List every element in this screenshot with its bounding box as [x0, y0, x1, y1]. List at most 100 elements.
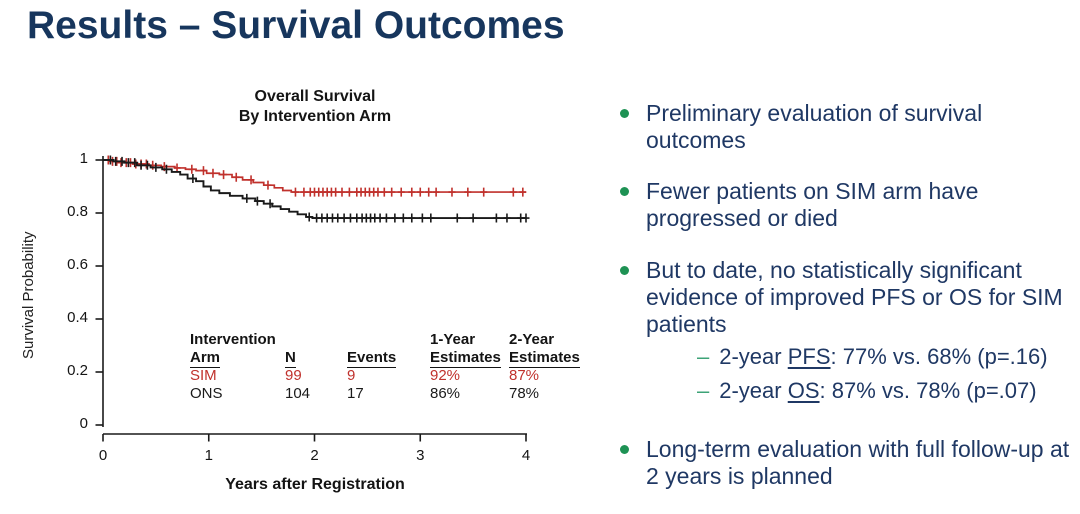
- censor-mark: [480, 187, 488, 197]
- censor-mark: [300, 187, 308, 197]
- censor-mark: [340, 213, 348, 223]
- y-tick-label: 0.4: [67, 309, 88, 326]
- censor-mark: [338, 187, 346, 197]
- censor-mark: [397, 187, 405, 197]
- censor-mark: [209, 168, 217, 178]
- censor-mark: [346, 213, 354, 223]
- ons-arm: ONS: [190, 385, 223, 402]
- censor-mark: [124, 158, 132, 168]
- y-tick-label: 0.8: [67, 203, 88, 220]
- censor-mark: [453, 213, 461, 223]
- censor-mark: [112, 156, 120, 166]
- censor-mark: [334, 213, 342, 223]
- list-item: Fewer patients on SIM arm have progresse…: [611, 178, 1080, 232]
- header-2year: 2-Year: [509, 331, 555, 348]
- x-tick-label: 0: [98, 447, 108, 464]
- dash-icon: –: [697, 377, 710, 403]
- censor-mark: [391, 213, 399, 223]
- y-tick-label: 1: [79, 150, 88, 167]
- list-item: Preliminary evaluation of survival outco…: [611, 100, 1080, 154]
- x-tick-label: 3: [416, 447, 425, 464]
- censor-mark: [399, 213, 407, 223]
- censor-mark: [247, 175, 255, 185]
- censor-mark: [448, 187, 456, 197]
- bullet-text: Fewer patients on SIM arm have progresse…: [646, 178, 979, 232]
- censor-mark: [143, 160, 151, 170]
- chart-title: Overall Survival By Intervention Arm: [103, 87, 527, 127]
- table-row-ons: ONS 104 17 86% 78%: [190, 385, 601, 403]
- list-item: Long-term evaluation with full follow-up…: [611, 436, 1080, 490]
- list-item: But to date, no statistically significan…: [611, 257, 1080, 412]
- censor-mark: [266, 199, 274, 209]
- sim-events: 9: [347, 367, 356, 384]
- header-1year: 1-Year: [430, 331, 476, 348]
- censor-mark: [408, 213, 416, 223]
- censor-mark: [380, 187, 388, 197]
- sim-n: 99: [285, 367, 302, 384]
- chart-title-line2: By Intervention Arm: [238, 108, 392, 125]
- bullet-icon: [620, 187, 629, 197]
- censor-mark: [522, 213, 530, 223]
- censor-mark: [152, 162, 160, 172]
- censor-mark: [142, 159, 150, 169]
- header-estimates-1: Estimates: [430, 349, 501, 368]
- x-tick-label: 2: [310, 447, 319, 464]
- ons-n: 104: [285, 385, 311, 402]
- bullet-text: But to date, no statistically significan…: [646, 256, 1063, 337]
- bullet-icon: [620, 109, 629, 118]
- censor-mark: [509, 187, 517, 197]
- censor-mark: [388, 187, 396, 197]
- sim-est2: 87%: [509, 367, 540, 384]
- bullet-text: Long-term evaluation with full follow-up…: [646, 435, 1070, 489]
- censor-mark: [427, 213, 435, 223]
- header-events: Events: [347, 349, 397, 368]
- table-header-top: Intervention 1-Year 2-Year: [190, 331, 601, 349]
- censor-mark: [118, 156, 126, 166]
- sim-est1: 92%: [430, 367, 461, 384]
- y-tick-label: 0.2: [67, 362, 88, 379]
- x-tick-label: 1: [204, 447, 213, 464]
- survival-plot: [95, 155, 530, 442]
- censor-mark: [189, 174, 197, 184]
- ons-est1: 86%: [430, 385, 461, 402]
- censor-mark: [106, 155, 114, 165]
- km-curve-ons: [103, 159, 526, 219]
- censor-mark: [264, 180, 272, 190]
- censor-mark: [173, 163, 181, 173]
- x-axis-label: Years after Registration: [225, 476, 405, 493]
- sim-arm: SIM: [190, 367, 217, 384]
- censor-mark: [374, 187, 382, 197]
- table-header-bottom: Arm N Events Estimates Estimates: [190, 349, 601, 368]
- censor-mark: [376, 213, 384, 223]
- censor-mark: [464, 187, 472, 197]
- censor-mark: [137, 160, 145, 170]
- ons-events: 17: [347, 385, 364, 402]
- censor-mark: [232, 172, 240, 182]
- censor-mark: [243, 193, 251, 203]
- header-intervention: Intervention: [190, 331, 276, 348]
- censor-mark: [188, 164, 196, 174]
- censor-mark: [519, 187, 527, 197]
- chart-title-line1: Overall Survival: [254, 88, 376, 105]
- bullet-text: Preliminary evaluation of survival outco…: [646, 100, 983, 154]
- censor-mark: [291, 187, 299, 197]
- bullet-panel: Preliminary evaluation of survival outco…: [611, 100, 1080, 514]
- sub-bullet-list: – 2-year PFS: 77% vs. 68% (p=.16) – 2-ye…: [697, 344, 1080, 404]
- censor-mark: [503, 213, 511, 223]
- y-tick-label: 0.6: [67, 256, 88, 273]
- censor-mark: [253, 196, 261, 206]
- bullet-icon: [620, 265, 629, 275]
- header-estimates-2: Estimates: [509, 349, 580, 368]
- header-arm: Arm: [190, 349, 221, 368]
- ons-est2: 78%: [509, 385, 540, 402]
- censor-mark: [432, 187, 440, 197]
- censor-mark: [408, 187, 416, 197]
- censor-mark: [199, 166, 207, 176]
- censor-mark: [345, 187, 353, 197]
- x-tick-label: 4: [521, 447, 531, 464]
- censor-mark: [220, 170, 228, 180]
- censor-mark: [469, 213, 477, 223]
- censor-mark: [162, 164, 170, 174]
- page-title: Results – Survival Outcomes: [27, 4, 565, 47]
